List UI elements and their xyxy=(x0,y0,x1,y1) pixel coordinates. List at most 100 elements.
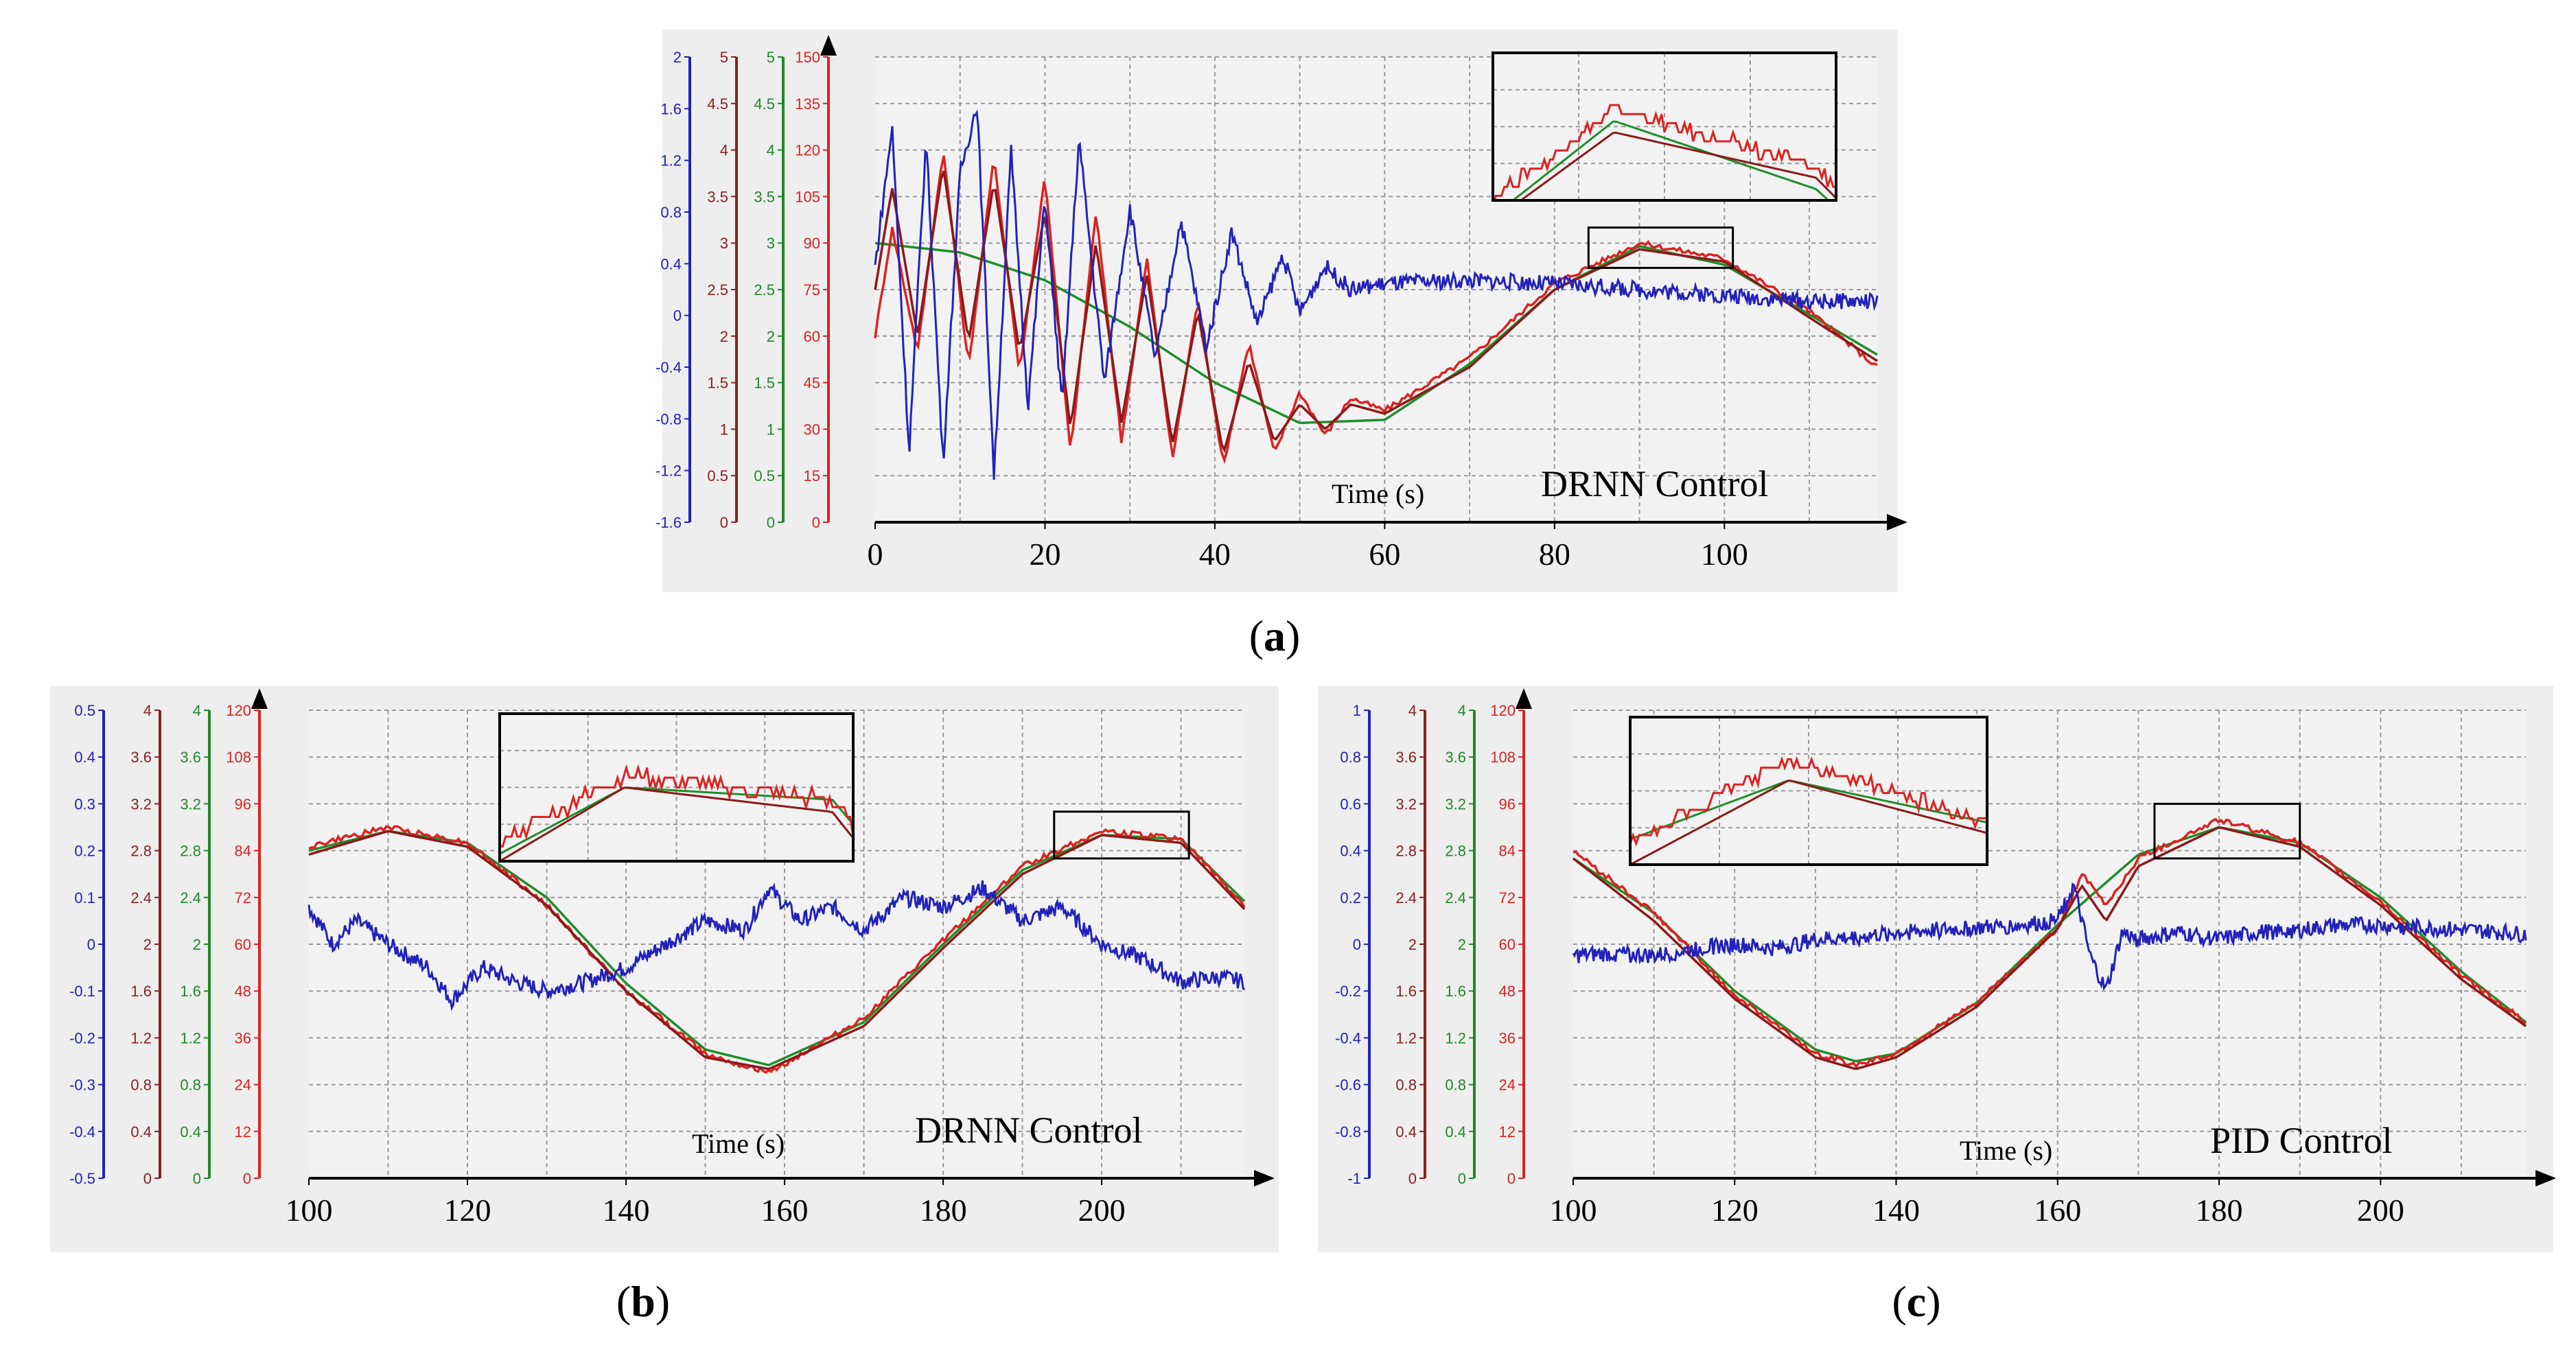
y-tick-label-3-b: 0 xyxy=(243,1170,251,1187)
x-tick-label-c: 200 xyxy=(2357,1193,2404,1228)
series-line-actual-dark-red--c xyxy=(1572,826,2527,1070)
x-tick-label-b: 160 xyxy=(761,1193,809,1228)
y-tick-label-0-a: -1.6 xyxy=(655,514,682,531)
y-tick-label-2-a: 5 xyxy=(767,49,775,66)
y-tick-label-0-a: 0.4 xyxy=(660,255,682,272)
y-tick-label-3-b: 48 xyxy=(235,983,251,1000)
x-tick-label-b: 100 xyxy=(286,1193,333,1228)
x-tick-label-b: 140 xyxy=(603,1193,650,1228)
chart-panel-b: 0.5 0.4 0.3 0.2 0.1 0 -0.1 -0.2 -0.3 -0.4 -0.5 4 3.6… xyxy=(50,686,1279,1252)
y-tick-label-2-b: 3.2 xyxy=(180,795,201,812)
inset-frame-c xyxy=(1629,716,1988,866)
chart-a-svg: 2 1.6 1.2 0.8 0.4 0 -0.4 -0.8 -1.2 -1.6 5 4.5 4 3.5 3 2… xyxy=(655,35,1907,572)
series-line-actual-dark-red--b xyxy=(308,830,1246,1070)
x-tick-label-c: 120 xyxy=(1711,1193,1759,1228)
y-tick-label-0-b: -0.2 xyxy=(69,1029,95,1046)
y-tick-label-2-b: 1.2 xyxy=(180,1029,201,1046)
inset-frame-b xyxy=(498,712,855,863)
x-axis-arrow-b xyxy=(1254,1170,1275,1186)
y-tick-label-3-a: 45 xyxy=(804,375,820,392)
y-tick-label-0-a: 1.6 xyxy=(660,100,682,117)
x-tick-label-c: 180 xyxy=(2196,1193,2243,1228)
series-line-actual-red--a xyxy=(874,155,1878,464)
y-tick-label-3-b: 60 xyxy=(235,936,251,953)
series-line-actual-red--c xyxy=(1573,817,2527,1069)
y-tick-label-2-c: 0 xyxy=(1458,1170,1466,1187)
y-tick-label-0-c: -0.8 xyxy=(1335,1123,1361,1140)
x-axis-arrow-a xyxy=(1887,514,1907,530)
caption-a-letter: a xyxy=(1264,611,1286,660)
y-tick-label-1-b: 1.6 xyxy=(130,983,152,1000)
y-tick-label-2-c: 3.2 xyxy=(1445,795,1466,812)
inset-series-actual-red--b xyxy=(500,764,853,847)
series-line-control-error-a xyxy=(874,109,1879,480)
y-tick-label-3-c: 60 xyxy=(1499,936,1516,953)
y-tick-label-0-a: -1.2 xyxy=(655,463,682,480)
y-tick-label-3-c: 24 xyxy=(1499,1077,1516,1094)
y-tick-label-3-c: 120 xyxy=(1490,702,1516,719)
y-tick-label-0-a: 2 xyxy=(673,49,682,66)
inset-series-setpoint-a xyxy=(1511,120,1831,200)
y-tick-label-2-a: 0 xyxy=(767,514,775,531)
y-tick-label-2-b: 4 xyxy=(193,702,201,719)
y-tick-label-1-c: 0 xyxy=(1408,1170,1417,1187)
caption-a: (a) xyxy=(1206,611,1343,662)
y-tick-label-0-c: -0.4 xyxy=(1335,1029,1361,1046)
y-tick-label-3-b: 72 xyxy=(235,889,251,906)
y-tick-label-1-a: 2 xyxy=(720,328,728,345)
caption-c: (c) xyxy=(1848,1276,1985,1327)
inset-series-actual-dark-red--c xyxy=(1630,780,1987,865)
y-tick-label-0-b: -0.3 xyxy=(69,1077,95,1094)
y-tick-label-1-c: 2.4 xyxy=(1395,889,1417,906)
x-axis-arrow-c xyxy=(2536,1170,2556,1186)
y-tick-label-1-b: 0.4 xyxy=(130,1123,152,1140)
inset-series-actual-red--c xyxy=(1630,756,1987,847)
y-tick-label-2-c: 2 xyxy=(1458,936,1466,953)
x-tick-label-a: 80 xyxy=(1539,537,1570,572)
caption-b-letter: b xyxy=(631,1277,655,1326)
caption-c-letter: c xyxy=(1906,1277,1927,1326)
y-tick-label-0-a: 1.2 xyxy=(660,152,682,169)
x-tick-label-a: 60 xyxy=(1369,537,1400,572)
y-tick-label-1-a: 4 xyxy=(720,142,728,159)
y-tick-label-2-a: 4 xyxy=(767,142,775,159)
y-tick-label-3-a: 75 xyxy=(804,281,820,299)
y-tick-label-2-c: 2.8 xyxy=(1445,843,1466,860)
y-tick-label-0-b: 0.3 xyxy=(74,795,95,812)
y-tick-label-2-b: 0 xyxy=(193,1170,201,1187)
y-tick-label-1-c: 0.8 xyxy=(1395,1077,1417,1094)
y-tick-label-1-a: 5 xyxy=(720,49,728,66)
y-tick-label-1-b: 1.2 xyxy=(130,1029,152,1046)
x-tick-label-c: 100 xyxy=(1550,1193,1597,1228)
y-tick-label-2-c: 1.6 xyxy=(1445,983,1466,1000)
y-tick-label-2-c: 1.2 xyxy=(1445,1029,1466,1046)
x-tick-label-a: 100 xyxy=(1701,537,1748,572)
y-tick-label-2-b: 0.8 xyxy=(180,1077,201,1094)
y-tick-label-3-c: 36 xyxy=(1499,1029,1516,1046)
chart-title-b: DRNN Control xyxy=(915,1110,1143,1151)
x-tick-label-c: 160 xyxy=(2034,1193,2081,1228)
y-tick-label-3-b: 36 xyxy=(235,1029,251,1046)
y-axis-arrow-b xyxy=(251,688,268,709)
y-tick-label-3-c: 12 xyxy=(1499,1123,1516,1140)
y-tick-label-2-a: 4.5 xyxy=(754,95,775,113)
y-tick-label-3-c: 96 xyxy=(1499,795,1516,812)
y-tick-label-1-b: 3.2 xyxy=(130,795,152,812)
y-tick-label-1-c: 0.4 xyxy=(1395,1123,1417,1140)
y-tick-label-0-a: -0.4 xyxy=(655,359,682,376)
y-tick-label-3-a: 120 xyxy=(795,142,820,159)
y-tick-label-2-a: 1.5 xyxy=(754,375,775,392)
y-tick-label-2-a: 1 xyxy=(767,421,775,438)
x-tick-label-c: 140 xyxy=(1872,1193,1920,1228)
y-tick-label-1-b: 0.8 xyxy=(130,1077,152,1094)
y-tick-label-0-a: -0.8 xyxy=(655,410,682,428)
y-tick-label-1-b: 4 xyxy=(143,702,152,719)
x-tick-label-a: 20 xyxy=(1029,537,1060,572)
y-tick-label-1-b: 2.4 xyxy=(130,889,152,906)
y-tick-label-0-c: 0.8 xyxy=(1340,749,1361,766)
inset-series-setpoint-b xyxy=(500,786,853,855)
y-tick-label-2-a: 3.5 xyxy=(754,188,775,205)
y-tick-label-0-c: 0.4 xyxy=(1340,843,1361,860)
x-tick-label-b: 180 xyxy=(920,1193,967,1228)
x-axis-label-b: Time (s) xyxy=(692,1128,785,1159)
